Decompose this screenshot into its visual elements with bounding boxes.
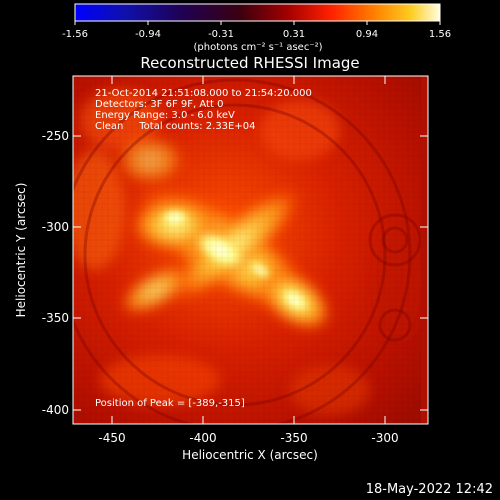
annotation-line: 21-Oct-2014 21:51:08.000 to 21:54:20.000: [95, 88, 312, 99]
x-tick-label: -400: [189, 431, 216, 445]
peak-position-label: Position of Peak = [-389,-315]: [95, 398, 245, 409]
colorbar-units: (photons cm⁻² s⁻¹ asec⁻²): [193, 42, 322, 53]
axis-ticks: [73, 76, 428, 424]
colorbar-tick-label: 0.31: [283, 29, 305, 40]
render-timestamp: 18-May-2022 12:42: [366, 482, 493, 497]
colorbar: -1.56 -0.94 -0.31 0.31 0.94 1.56 (photon…: [62, 3, 451, 53]
x-tick-label: -300: [371, 431, 398, 445]
colorbar-tick-label: -0.94: [135, 29, 161, 40]
x-tick-label: -350: [280, 431, 307, 445]
colorbar-tick-label: 1.56: [429, 29, 451, 40]
plot-title: Reconstructed RHESSI Image: [140, 54, 359, 72]
y-tick-label: -350: [42, 311, 69, 325]
annotation-line: Detectors: 3F 6F 9F, Att 0: [95, 99, 223, 110]
y-tick-label: -300: [42, 220, 69, 234]
colorbar-tick-label: -0.31: [208, 29, 234, 40]
y-tick-label: -400: [42, 403, 69, 417]
x-tick-label: -450: [98, 431, 125, 445]
solar-image: [73, 76, 428, 424]
plot-frame: [72, 75, 429, 425]
y-axis-label: Heliocentric Y (arcsec): [14, 183, 28, 318]
annotation-line: Clean Total counts: 2.33E+04: [95, 121, 255, 132]
colorbar-tick-label: 0.94: [356, 29, 378, 40]
annotation-block: 21-Oct-2014 21:51:08.000 to 21:54:20.000…: [95, 88, 312, 132]
colorbar-tick-label: -1.56: [62, 29, 88, 40]
x-axis-label: Heliocentric X (arcsec): [182, 448, 318, 462]
colorbar-gradient: [74, 3, 441, 22]
y-tick-label: -250: [42, 129, 69, 143]
annotation-line: Energy Range: 3.0 - 6.0 keV: [95, 110, 235, 121]
